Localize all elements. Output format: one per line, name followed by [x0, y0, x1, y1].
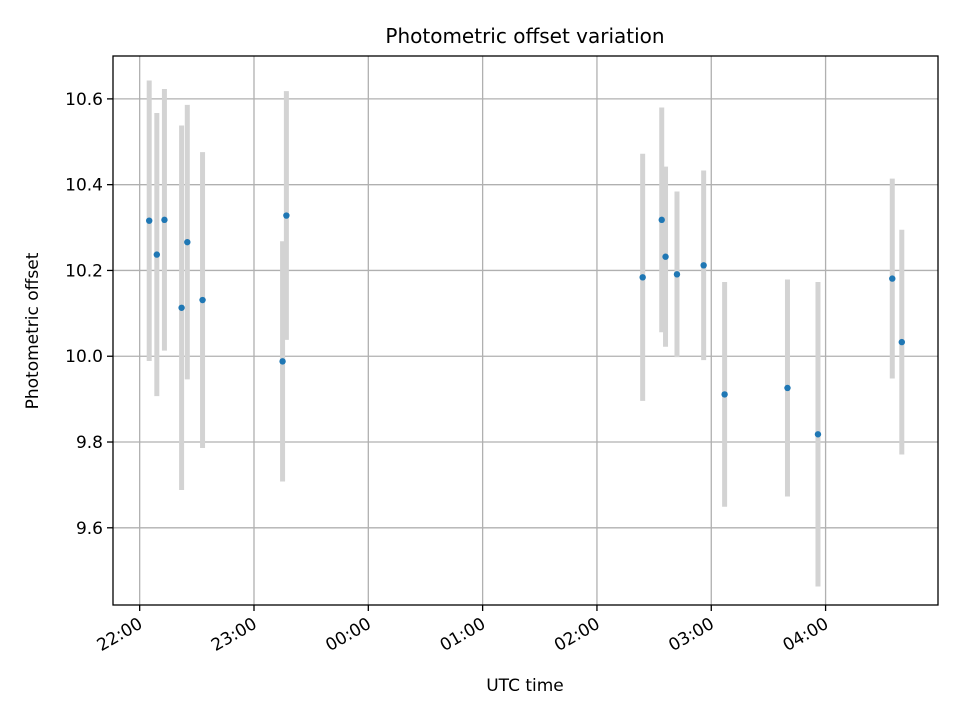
data-point	[178, 304, 185, 311]
data-point	[279, 358, 286, 365]
data-point	[673, 271, 681, 278]
data-point	[784, 384, 791, 392]
y-axis: 9.6 9.8 10.0 10.2 10.4 10.6	[65, 90, 113, 539]
y-tick-label: 10.0	[65, 347, 103, 367]
plot-area-frame	[112, 55, 939, 606]
data-points	[146, 212, 905, 438]
data-point	[184, 238, 191, 246]
data-point	[199, 296, 206, 304]
data-point	[161, 216, 168, 224]
x-axis-label: UTC time	[486, 676, 564, 696]
y-tick-label: 10.6	[65, 90, 103, 110]
data-point	[153, 251, 161, 258]
data-point	[146, 217, 153, 224]
data-point	[814, 431, 822, 438]
data-point	[658, 216, 665, 224]
chart-title: Photometric offset variation	[385, 24, 664, 48]
y-tick-label: 10.4	[65, 176, 103, 196]
data-point	[639, 274, 646, 281]
y-axis-label: Photometric offset	[23, 252, 43, 409]
data-point	[283, 212, 290, 219]
data-point	[889, 275, 896, 282]
data-point	[700, 262, 707, 269]
data-point	[898, 338, 905, 346]
y-tick-label: 10.2	[65, 261, 103, 281]
data-point	[662, 253, 669, 260]
y-tick-label: 9.6	[76, 519, 103, 539]
grid	[113, 56, 938, 605]
data-point	[721, 391, 728, 398]
y-tick-label: 9.8	[76, 433, 103, 453]
